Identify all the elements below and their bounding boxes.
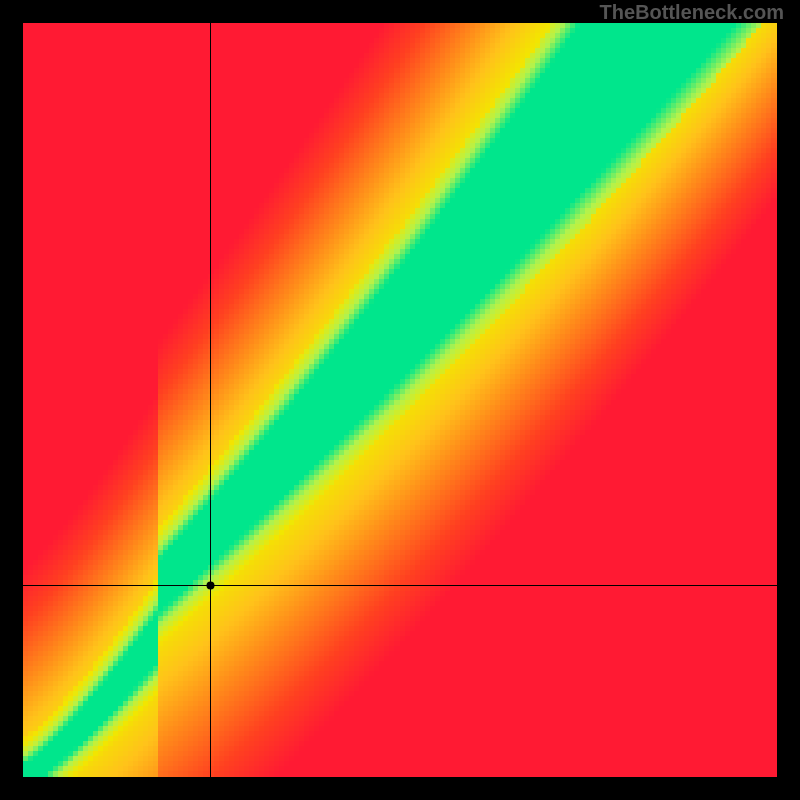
- chart-container: TheBottleneck.com: [0, 0, 800, 800]
- bottleneck-heatmap: [23, 23, 777, 777]
- watermark: TheBottleneck.com: [600, 2, 784, 25]
